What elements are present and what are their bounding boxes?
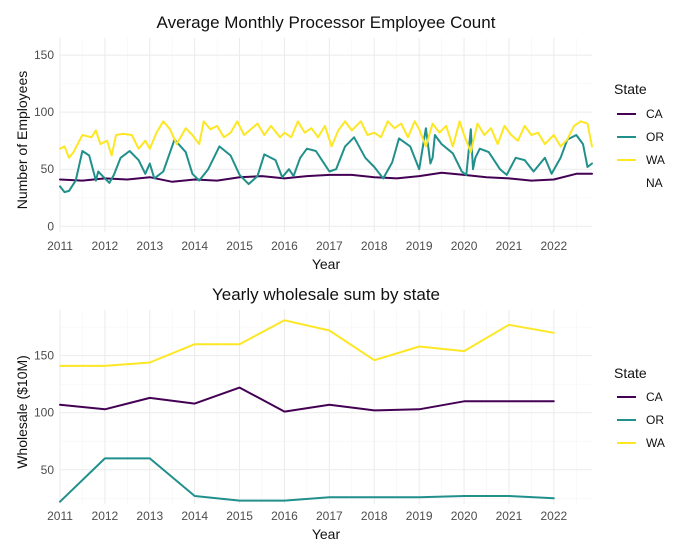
y-axis-title: Wholesale ($10M) <box>14 355 30 469</box>
legend-label-ca: CA <box>646 107 663 121</box>
grid <box>59 38 592 232</box>
x-tick-label: 2021 <box>496 509 523 523</box>
x-tick-label: 2016 <box>271 509 298 523</box>
legend: State CA OR WA <box>614 365 665 450</box>
x-tick-label: 2012 <box>92 509 119 523</box>
x-tick-label: 2018 <box>361 509 388 523</box>
x-tick-label: 2013 <box>136 239 163 253</box>
y-tick-label: 150 <box>34 48 54 62</box>
x-tick-labels: 2011 2012 2013 2014 2015 2016 2017 2018 2019 2020… <box>47 509 567 523</box>
x-tick-label: 2016 <box>271 239 298 253</box>
series-lines <box>59 319 555 503</box>
y-tick-label: 150 <box>34 349 54 363</box>
x-tick-label: 2017 <box>316 509 343 523</box>
x-tick-label: 2013 <box>136 509 163 523</box>
x-tick-label: 2021 <box>496 239 523 253</box>
series-line-wa <box>59 120 593 159</box>
x-axis-title: Year <box>312 256 341 272</box>
y-tick-label: 50 <box>41 162 55 176</box>
y-tick-label: 100 <box>34 105 54 119</box>
y-tick-labels: 0 50 100 150 <box>34 48 54 233</box>
x-tick-label: 2011 <box>47 509 73 523</box>
chart-title: Yearly wholesale sum by state <box>212 285 440 304</box>
x-tick-label: 2017 <box>316 239 343 253</box>
series-line-ca <box>59 386 555 413</box>
x-tick-label: 2015 <box>226 239 253 253</box>
legend-label-or: OR <box>646 130 664 144</box>
grid <box>59 310 592 504</box>
x-tick-label: 2015 <box>226 509 253 523</box>
series-line-ca <box>59 171 593 183</box>
legend-title: State <box>614 365 647 381</box>
y-axis-title: Number of Employees <box>14 71 30 210</box>
series-line-wa <box>59 319 555 367</box>
series-lines <box>59 120 593 194</box>
series-line-or <box>59 457 555 503</box>
y-tick-label: 0 <box>47 219 54 233</box>
y-tick-label: 50 <box>41 463 55 477</box>
chart-title: Average Monthly Processor Employee Count <box>157 13 496 32</box>
legend-label-wa: WA <box>646 153 665 167</box>
x-tick-label: 2022 <box>540 239 567 253</box>
x-tick-label: 2014 <box>181 239 208 253</box>
x-tick-label: 2020 <box>451 239 478 253</box>
x-tick-label: 2019 <box>406 509 433 523</box>
legend-label-or: OR <box>646 413 664 427</box>
wholesale-chart: Yearly wholesale sum by state 50 100 150 2… <box>14 285 665 542</box>
legend-label-na: NA <box>646 176 663 190</box>
x-tick-label: 2014 <box>181 509 208 523</box>
legend-label-wa: WA <box>646 436 665 450</box>
employee-count-chart: Average Monthly Processor Employee Count… <box>14 13 665 272</box>
series-line-or <box>59 127 593 194</box>
x-tick-labels: 2011 2012 2013 2014 2015 2016 2017 2018 2019 2020… <box>47 239 567 253</box>
x-tick-label: 2022 <box>540 509 567 523</box>
x-tick-label: 2020 <box>451 509 478 523</box>
x-axis-title: Year <box>312 526 341 542</box>
y-tick-labels: 50 100 150 <box>34 349 54 477</box>
legend: State CA OR WA NA <box>614 81 665 190</box>
x-tick-label: 2018 <box>361 239 388 253</box>
y-tick-label: 100 <box>34 406 54 420</box>
x-tick-label: 2012 <box>92 239 119 253</box>
legend-label-ca: CA <box>646 390 663 404</box>
x-tick-label: 2019 <box>406 239 433 253</box>
legend-title: State <box>614 81 647 97</box>
x-tick-label: 2011 <box>47 239 73 253</box>
